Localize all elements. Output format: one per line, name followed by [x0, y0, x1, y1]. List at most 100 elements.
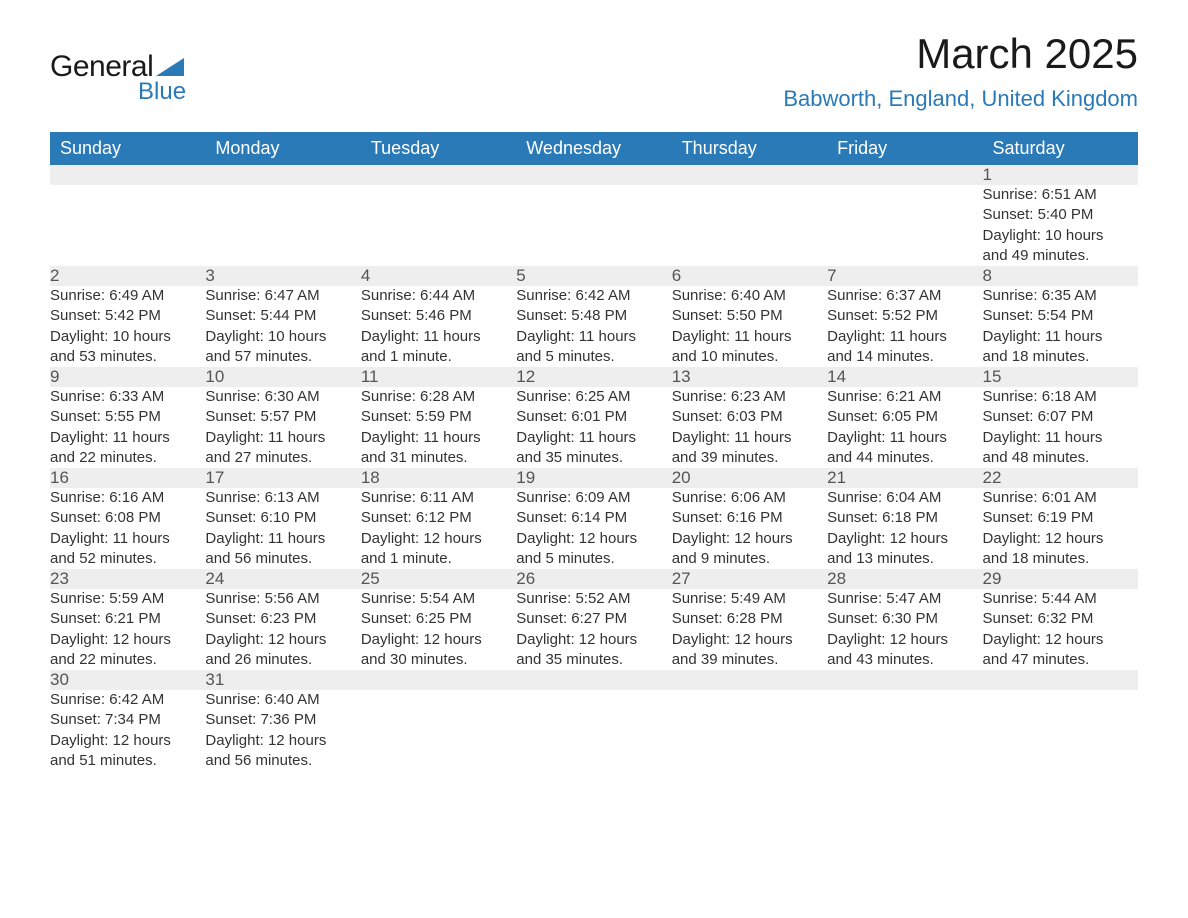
day-number-cell: 9 [50, 367, 205, 387]
day-line-sunset: Sunset: 5:42 PM [50, 306, 205, 326]
day-content-cell: Sunrise: 6:40 AMSunset: 5:50 PMDaylight:… [672, 286, 827, 367]
day-number-row: 23242526272829 [50, 569, 1138, 589]
day-line-d2: and 47 minutes. [983, 650, 1138, 670]
day-line-sunset: Sunset: 5:50 PM [672, 306, 827, 326]
day-number-row: 1 [50, 165, 1138, 185]
day-line-d1: Daylight: 11 hours [361, 327, 516, 347]
day-number-row: 3031 [50, 670, 1138, 690]
day-number-cell: 2 [50, 266, 205, 286]
day-number: 14 [827, 367, 846, 386]
day-number: 11 [361, 367, 379, 386]
day-line-sunrise: Sunrise: 6:28 AM [361, 387, 516, 407]
day-content-row: Sunrise: 6:49 AMSunset: 5:42 PMDaylight:… [50, 286, 1138, 367]
day-line-sunset: Sunset: 6:23 PM [205, 609, 360, 629]
day-number: 31 [205, 670, 224, 689]
day-number-cell: 24 [205, 569, 360, 589]
day-number-cell [827, 670, 982, 690]
day-line-d2: and 5 minutes. [516, 549, 671, 569]
day-content-cell: Sunrise: 5:56 AMSunset: 6:23 PMDaylight:… [205, 589, 360, 670]
day-number: 8 [983, 266, 992, 285]
day-number-cell: 5 [516, 266, 671, 286]
day-number-cell: 20 [672, 468, 827, 488]
day-content-cell [50, 185, 205, 266]
day-line-sunset: Sunset: 5:54 PM [983, 306, 1138, 326]
day-line-sunset: Sunset: 6:21 PM [50, 609, 205, 629]
day-line-sunrise: Sunrise: 6:40 AM [672, 286, 827, 306]
logo-triangle-icon [156, 54, 184, 81]
day-line-d2: and 39 minutes. [672, 650, 827, 670]
day-line-sunrise: Sunrise: 6:04 AM [827, 488, 982, 508]
day-number-cell: 23 [50, 569, 205, 589]
day-number-cell [983, 670, 1138, 690]
calendar-header-row: Sunday Monday Tuesday Wednesday Thursday… [50, 132, 1138, 165]
day-line-sunrise: Sunrise: 6:35 AM [983, 286, 1138, 306]
day-line-d1: Daylight: 12 hours [361, 630, 516, 650]
day-number-cell: 17 [205, 468, 360, 488]
day-line-d2: and 9 minutes. [672, 549, 827, 569]
day-content-cell: Sunrise: 6:30 AMSunset: 5:57 PMDaylight:… [205, 387, 360, 468]
day-line-sunset: Sunset: 6:32 PM [983, 609, 1138, 629]
day-line-d2: and 31 minutes. [361, 448, 516, 468]
day-content-cell: Sunrise: 6:40 AMSunset: 7:36 PMDaylight:… [205, 690, 360, 771]
day-line-sunset: Sunset: 5:57 PM [205, 407, 360, 427]
day-content-cell: Sunrise: 6:18 AMSunset: 6:07 PMDaylight:… [983, 387, 1138, 468]
day-line-d1: Daylight: 11 hours [50, 529, 205, 549]
day-line-sunset: Sunset: 6:05 PM [827, 407, 982, 427]
day-line-sunrise: Sunrise: 6:40 AM [205, 690, 360, 710]
day-line-d1: Daylight: 10 hours [50, 327, 205, 347]
day-line-sunrise: Sunrise: 6:37 AM [827, 286, 982, 306]
day-number-cell: 28 [827, 569, 982, 589]
day-content-cell [672, 185, 827, 266]
day-number-cell [516, 670, 671, 690]
day-number: 29 [983, 569, 1002, 588]
day-line-d2: and 51 minutes. [50, 751, 205, 771]
page-subtitle: Babworth, England, United Kingdom [783, 86, 1138, 112]
day-number: 20 [672, 468, 691, 487]
day-content-cell [516, 185, 671, 266]
day-line-sunrise: Sunrise: 6:49 AM [50, 286, 205, 306]
day-line-d2: and 1 minute. [361, 347, 516, 367]
day-number-cell [672, 165, 827, 185]
day-content-cell: Sunrise: 6:47 AMSunset: 5:44 PMDaylight:… [205, 286, 360, 367]
day-line-d2: and 26 minutes. [205, 650, 360, 670]
day-number-cell: 22 [983, 468, 1138, 488]
day-line-d1: Daylight: 12 hours [672, 630, 827, 650]
day-content-cell: Sunrise: 6:42 AMSunset: 5:48 PMDaylight:… [516, 286, 671, 367]
day-line-sunset: Sunset: 5:48 PM [516, 306, 671, 326]
day-line-sunrise: Sunrise: 6:23 AM [672, 387, 827, 407]
day-line-d1: Daylight: 12 hours [672, 529, 827, 549]
day-line-d2: and 39 minutes. [672, 448, 827, 468]
day-line-sunrise: Sunrise: 6:44 AM [361, 286, 516, 306]
day-line-sunrise: Sunrise: 6:42 AM [516, 286, 671, 306]
day-number-cell [205, 165, 360, 185]
day-line-sunset: Sunset: 6:19 PM [983, 508, 1138, 528]
day-content-row: Sunrise: 6:42 AMSunset: 7:34 PMDaylight:… [50, 690, 1138, 771]
day-line-sunrise: Sunrise: 5:56 AM [205, 589, 360, 609]
day-line-sunrise: Sunrise: 6:21 AM [827, 387, 982, 407]
day-line-d1: Daylight: 12 hours [983, 630, 1138, 650]
day-line-sunset: Sunset: 5:52 PM [827, 306, 982, 326]
day-number: 21 [827, 468, 846, 487]
day-content-cell: Sunrise: 5:59 AMSunset: 6:21 PMDaylight:… [50, 589, 205, 670]
day-line-d2: and 5 minutes. [516, 347, 671, 367]
day-line-d1: Daylight: 11 hours [516, 327, 671, 347]
day-line-d2: and 52 minutes. [50, 549, 205, 569]
day-content-cell [516, 690, 671, 771]
day-line-sunrise: Sunrise: 6:47 AM [205, 286, 360, 306]
day-number: 4 [361, 266, 370, 285]
day-line-sunrise: Sunrise: 6:06 AM [672, 488, 827, 508]
day-header: Sunday [50, 132, 205, 165]
day-line-d2: and 14 minutes. [827, 347, 982, 367]
logo-blue-text: Blue [138, 78, 186, 106]
day-content-cell: Sunrise: 6:04 AMSunset: 6:18 PMDaylight:… [827, 488, 982, 569]
day-content-cell: Sunrise: 6:06 AMSunset: 6:16 PMDaylight:… [672, 488, 827, 569]
day-content-cell: Sunrise: 5:44 AMSunset: 6:32 PMDaylight:… [983, 589, 1138, 670]
day-number: 17 [205, 468, 224, 487]
day-content-row: Sunrise: 6:33 AMSunset: 5:55 PMDaylight:… [50, 387, 1138, 468]
day-content-cell [672, 690, 827, 771]
day-line-sunrise: Sunrise: 6:16 AM [50, 488, 205, 508]
day-number-cell: 29 [983, 569, 1138, 589]
day-number-cell: 6 [672, 266, 827, 286]
page-title: March 2025 [783, 30, 1138, 78]
day-line-sunrise: Sunrise: 5:59 AM [50, 589, 205, 609]
